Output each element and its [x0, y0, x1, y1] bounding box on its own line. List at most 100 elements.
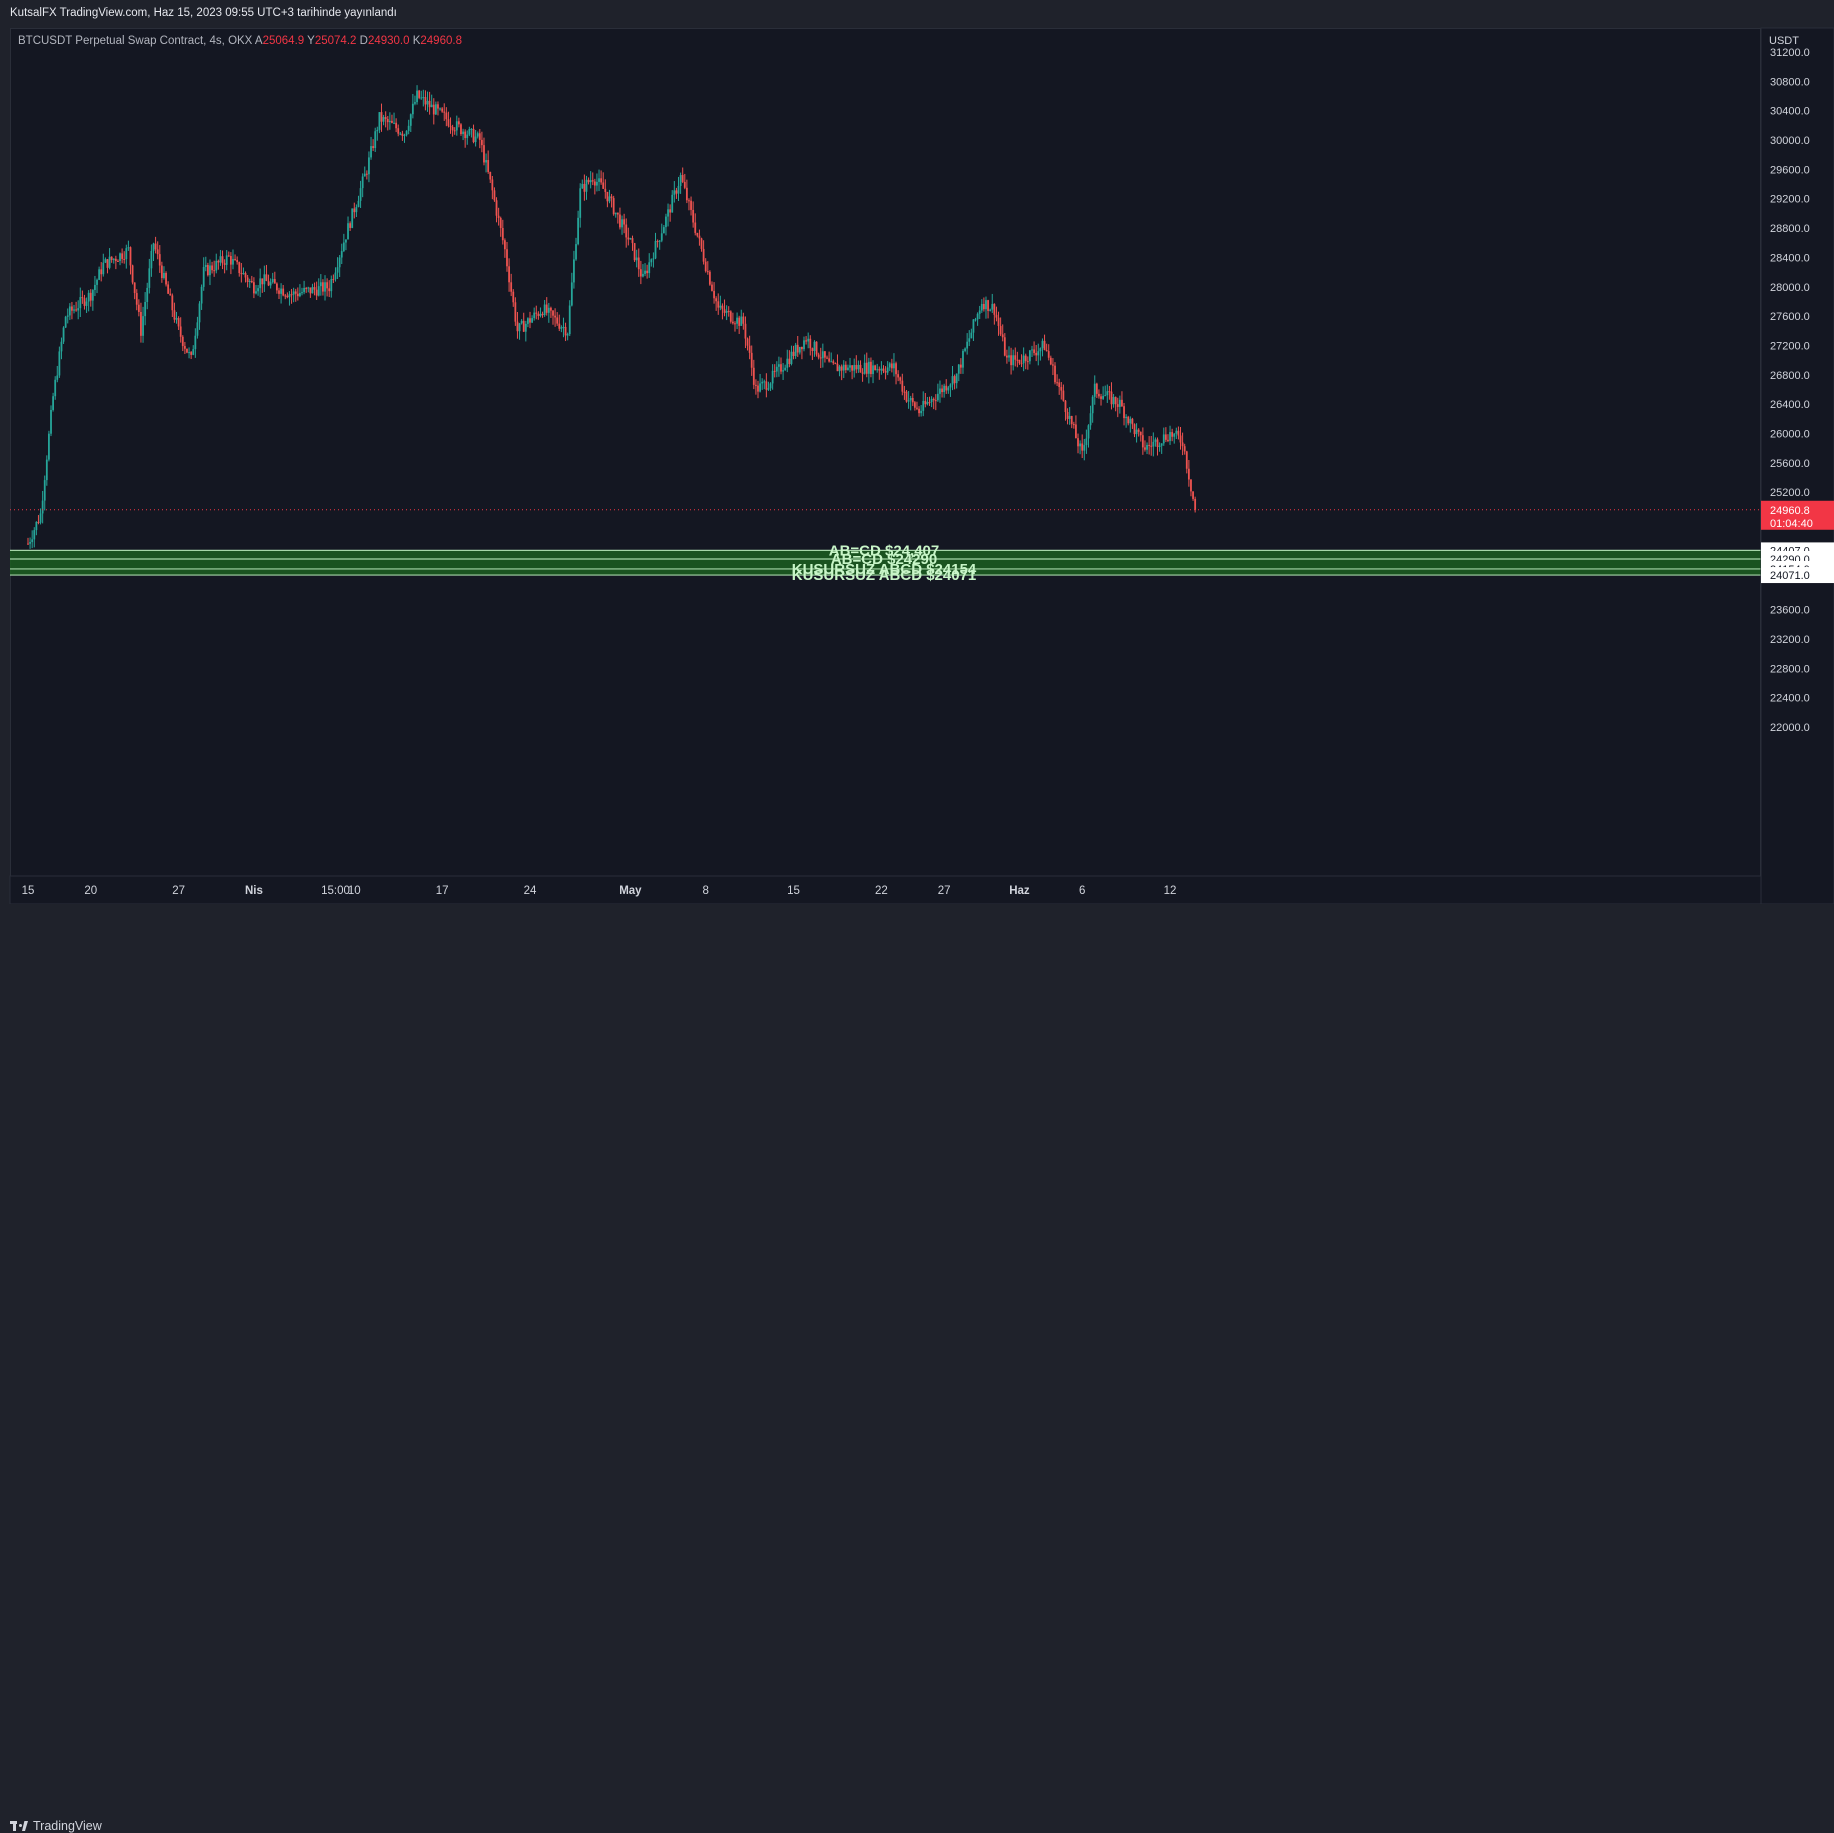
candle-body [179, 326, 182, 337]
candle-body [183, 346, 186, 349]
top-bar: KutsalFX TradingView.com, Haz 15, 2023 0… [0, 0, 1834, 28]
candle-body [870, 361, 872, 375]
candle-body [1049, 357, 1052, 365]
candle-body [671, 194, 674, 213]
candle-body [131, 265, 134, 283]
candle-body [872, 365, 874, 375]
price-tick-label: 26000.0 [1770, 429, 1810, 441]
candle-body [1133, 424, 1136, 435]
candle-body [75, 309, 78, 311]
price-axis[interactable]: USDT 31200.0 30800.0 30400.0 30000.0 29600.0… [1760, 27, 1834, 905]
candle-body [508, 266, 510, 283]
candle-body [221, 256, 224, 264]
candle-body [863, 362, 866, 374]
candle-body [527, 318, 529, 324]
price-tick-label: 28800.0 [1770, 223, 1810, 235]
legend-low-value: 24930.0 [367, 35, 410, 47]
chart-pane[interactable] [10, 28, 1761, 904]
candle-body [1020, 363, 1023, 365]
level-band [10, 550, 1761, 559]
candle-body [1144, 447, 1146, 450]
candle-body [175, 318, 178, 320]
candle-body [692, 209, 695, 223]
candle-body [497, 215, 500, 218]
candles-layer [27, 85, 1197, 549]
candle-body [581, 183, 584, 189]
candle-body [639, 269, 642, 277]
candle-body [694, 222, 697, 233]
candle-body [326, 282, 329, 289]
candle-body [1016, 359, 1019, 361]
candle-body [253, 282, 255, 294]
candle-body [261, 278, 264, 285]
candle-body [407, 125, 410, 131]
candle-body [736, 317, 738, 324]
candle-body [457, 121, 460, 125]
candle-body [932, 398, 935, 401]
candle-body [552, 310, 554, 316]
candle-body [888, 363, 891, 368]
candle-body [190, 352, 193, 355]
candle-body [409, 114, 412, 126]
candle-body [1031, 349, 1033, 351]
candle-body [476, 133, 479, 137]
candle-body [292, 291, 295, 295]
candle-body [654, 241, 657, 259]
candle-body [805, 340, 807, 342]
candle-body [1024, 355, 1027, 362]
candle-body [489, 171, 492, 180]
candle-body [1083, 445, 1086, 451]
candle-body [284, 295, 287, 297]
candle-body [54, 379, 57, 397]
candle-body [142, 316, 144, 336]
level-band [10, 568, 1761, 576]
candle-body [393, 122, 395, 124]
candle-body [968, 338, 971, 342]
candle-body [1171, 432, 1174, 437]
candle-body [939, 388, 941, 394]
candle-body [725, 311, 728, 313]
candle-body [301, 292, 303, 294]
candle-body [244, 273, 247, 278]
candle-body [250, 280, 253, 283]
candle-body [955, 373, 958, 384]
candle-body [916, 407, 918, 409]
candle-body [650, 259, 653, 263]
tradingview-logo[interactable]: TradingView [10, 1819, 102, 1833]
level-price-tag-label: 24071.0 [1770, 570, 1810, 582]
candle-body [794, 344, 797, 356]
candle-body [188, 352, 190, 354]
candle-body [790, 351, 793, 365]
candle-body [662, 227, 665, 234]
candle-body [763, 381, 766, 383]
candle-body [566, 334, 569, 336]
candle-body [838, 366, 841, 372]
candle-body [819, 357, 822, 359]
candle-body [1022, 355, 1025, 364]
price-tick-label: 28000.0 [1770, 282, 1810, 294]
candle-body [1029, 350, 1031, 362]
chart-legend: BTCUSDT Perpetual Swap Contract, 4s, OKX… [18, 35, 462, 47]
time-tick-label: 8 [702, 885, 708, 897]
candle-body [1187, 468, 1190, 480]
candle-body [1118, 399, 1121, 407]
candle-body [401, 133, 404, 136]
candle-body [420, 97, 423, 99]
candle-body [506, 249, 508, 267]
candle-body [905, 391, 908, 402]
legend-low-label: D [359, 35, 368, 47]
candle-body [418, 90, 421, 98]
candle-body [79, 297, 82, 309]
candle-body [1100, 396, 1102, 399]
candle-body [882, 368, 885, 372]
candle-body [629, 238, 632, 240]
candle-body [897, 374, 900, 378]
candle-body [399, 133, 402, 135]
candle-body [357, 200, 360, 208]
candle-body [102, 262, 105, 275]
candle-body [675, 190, 678, 194]
candle-body [37, 521, 40, 523]
candle-body [240, 273, 243, 275]
